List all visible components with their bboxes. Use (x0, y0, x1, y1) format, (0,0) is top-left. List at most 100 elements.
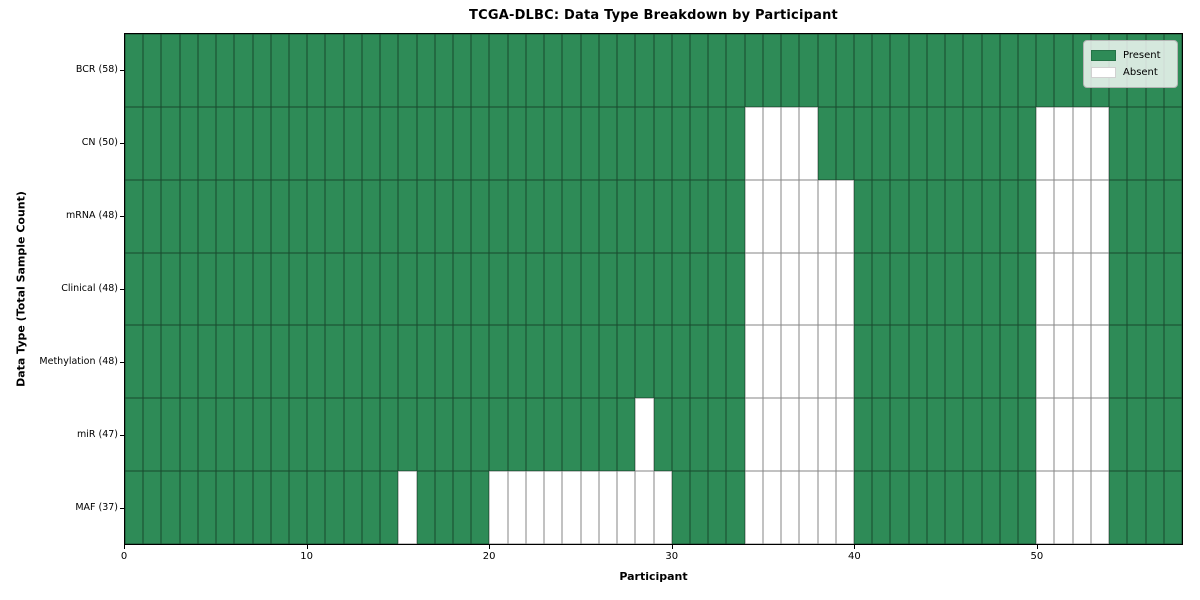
y-tick-label: miR (47) (76, 429, 118, 441)
heatmap-cell (398, 398, 417, 472)
heatmap-cell (1090, 179, 1110, 253)
heatmap-cell (307, 252, 326, 326)
heatmap-cell (635, 106, 654, 180)
heatmap-cell (1127, 252, 1146, 326)
heatmap-cell (562, 471, 581, 544)
heatmap-cell (999, 471, 1018, 544)
heatmap-cell (1163, 398, 1182, 472)
heatmap-cell (999, 34, 1018, 107)
heatmap-cell (744, 325, 763, 399)
heatmap-cell (1109, 325, 1128, 399)
heatmap-cell (617, 471, 636, 544)
heatmap-cell (216, 252, 235, 326)
heatmap-cell (708, 34, 727, 107)
heatmap-cell (926, 106, 946, 180)
heatmap-cell (580, 252, 599, 326)
heatmap-cell (1145, 398, 1164, 472)
heatmap-cell (125, 471, 144, 544)
heatmap-cell (380, 398, 399, 472)
heatmap-cell (507, 179, 526, 253)
x-tick-label: 20 (482, 551, 496, 562)
heatmap-cell (289, 398, 308, 472)
heatmap-cell (270, 398, 290, 472)
heatmap-cell (398, 252, 417, 326)
heatmap-cell (252, 325, 271, 399)
heatmap-cell (926, 325, 946, 399)
heatmap-cell (853, 34, 873, 107)
heatmap-cell (544, 325, 563, 399)
legend-label-present: Present (1123, 49, 1161, 61)
heatmap-cell (161, 398, 180, 472)
heatmap-cell (289, 34, 308, 107)
absent-swatch (1091, 67, 1116, 78)
heatmap-cell (999, 398, 1018, 472)
heatmap-cell (835, 252, 854, 326)
heatmap-cell (434, 325, 454, 399)
x-tick-mark (854, 545, 856, 549)
heatmap-cell (890, 252, 909, 326)
heatmap-cell (708, 471, 727, 544)
heatmap-cell (1127, 398, 1146, 472)
heatmap-cell (799, 34, 818, 107)
heatmap-cell (416, 471, 435, 544)
heatmap-cell (653, 398, 672, 472)
heatmap-cell (143, 398, 162, 472)
heatmap-cell (143, 179, 162, 253)
heatmap-cell (872, 106, 891, 180)
heatmap-cell (471, 179, 490, 253)
heatmap-cell (361, 398, 381, 472)
heatmap-cell (1145, 325, 1164, 399)
x-tick-label: 50 (1030, 551, 1044, 562)
heatmap-cell (926, 34, 946, 107)
heatmap-cell (161, 325, 180, 399)
heatmap-cell (489, 106, 508, 180)
heatmap-cell (161, 471, 180, 544)
heatmap-cell (689, 471, 709, 544)
heatmap-cell (307, 179, 326, 253)
heatmap-cell (963, 325, 982, 399)
heatmap-cell (653, 325, 672, 399)
heatmap-cell (580, 34, 599, 107)
heatmap-cell (380, 179, 399, 253)
heatmap-cell (872, 471, 891, 544)
heatmap-cell (1145, 179, 1164, 253)
heatmap-cell (981, 398, 1000, 472)
heatmap-cell (453, 252, 472, 326)
heatmap-cell (1036, 179, 1055, 253)
heatmap-cell (908, 325, 927, 399)
heatmap-cell (507, 106, 526, 180)
heatmap-cell (416, 325, 435, 399)
heatmap-cell (398, 34, 417, 107)
present-swatch (1091, 50, 1116, 61)
heatmap-cell (580, 106, 599, 180)
heatmap-cell (708, 398, 727, 472)
heatmap-cell (143, 471, 162, 544)
heatmap-cell (270, 252, 290, 326)
heatmap-cell (926, 252, 946, 326)
heatmap-cell (270, 106, 290, 180)
heatmap-cell (525, 471, 545, 544)
heatmap-cell (270, 179, 290, 253)
heatmap-cell (307, 325, 326, 399)
heatmap-cell (853, 252, 873, 326)
heatmap-cell (471, 398, 490, 472)
heatmap-cell (434, 34, 454, 107)
heatmap-cell (143, 34, 162, 107)
heatmap-cell (1090, 398, 1110, 472)
heatmap-cell (343, 34, 362, 107)
heatmap-cell (963, 179, 982, 253)
heatmap-cell (617, 325, 636, 399)
heatmap-cell (1090, 471, 1110, 544)
heatmap-cell (908, 471, 927, 544)
heatmap-cell (781, 179, 800, 253)
heatmap-cell (1054, 179, 1073, 253)
heatmap-cell (197, 252, 217, 326)
heatmap-cell (361, 325, 381, 399)
heatmap-cell (872, 398, 891, 472)
heatmap-cell (635, 34, 654, 107)
x-tick-mark (1036, 545, 1038, 549)
heatmap-cell (434, 471, 454, 544)
heatmap-cell (726, 179, 745, 253)
heatmap-cell (872, 179, 891, 253)
heatmap-cell (307, 34, 326, 107)
